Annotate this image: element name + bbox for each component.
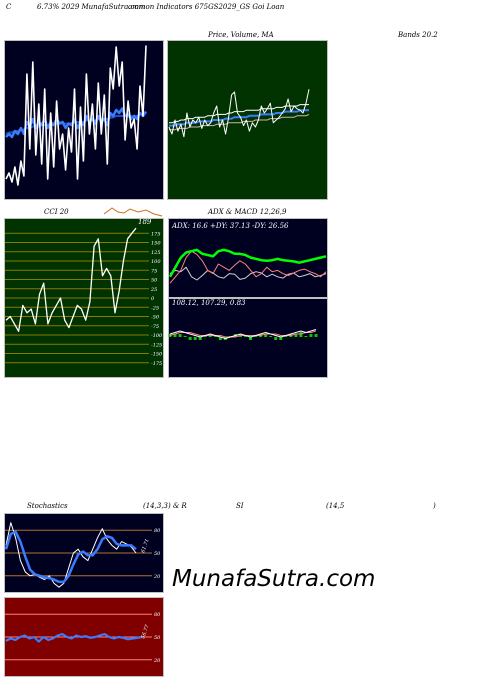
adx-panel: ADX: 16.6 +DY: 37.13 -DY: 26.56 bbox=[168, 218, 328, 298]
rsi-tick-label: 20 bbox=[153, 658, 161, 664]
watermark: MunafaSutra.com bbox=[172, 566, 376, 592]
cci-tick-label: 100 bbox=[151, 259, 161, 265]
si-label: SI bbox=[236, 502, 244, 510]
lower-band-line bbox=[169, 113, 310, 131]
price-chart bbox=[4, 40, 164, 200]
price-ma-label: Price, Volume, MA bbox=[208, 31, 274, 39]
adx-macd-label: ADX & MACD 12,26,9 bbox=[208, 208, 287, 216]
macd-histogram-bar bbox=[183, 336, 187, 337]
cci-tick-label: -175 bbox=[151, 361, 162, 367]
stoch-tick-label: 50 bbox=[154, 551, 161, 557]
macd-histogram-bar bbox=[249, 337, 253, 340]
bands-label: Bands 20.2 bbox=[398, 31, 438, 39]
macd-readout: 108.12, 107.29, 0.83 bbox=[172, 299, 246, 307]
bands-bg bbox=[167, 40, 328, 200]
stoch-panel: 80 50 20 61.71 bbox=[4, 513, 164, 593]
rsi-chart: 80 50 20 56.77 bbox=[4, 597, 164, 677]
macd-panel: 108.12, 107.29, 0.83 bbox=[168, 298, 328, 378]
macd-histogram-bar bbox=[193, 337, 197, 340]
rsi-line bbox=[5, 632, 143, 643]
macd-histogram-bar bbox=[218, 337, 222, 340]
stoch-d-line bbox=[4, 530, 137, 584]
cci-tick-label: -25 bbox=[151, 305, 159, 311]
macd-histogram-bar bbox=[269, 336, 273, 337]
macd-histogram-bar bbox=[264, 334, 268, 337]
bands-panel bbox=[167, 40, 328, 200]
adx-chart: ADX: 16.6 +DY: 37.13 -DY: 26.56 bbox=[168, 218, 328, 298]
cci-label: CCI 20 bbox=[44, 208, 69, 216]
stoch-tick-label: 20 bbox=[153, 574, 161, 580]
price-panel bbox=[4, 40, 164, 200]
macd-histogram-bar bbox=[254, 336, 258, 337]
macd-line bbox=[169, 329, 317, 339]
macd-histogram-bar bbox=[178, 334, 182, 337]
close-line bbox=[5, 45, 147, 186]
macd-histogram-bar bbox=[274, 337, 278, 340]
stoch-label: Stochastics bbox=[27, 502, 68, 510]
adx-line bbox=[168, 248, 327, 278]
macd-chart: 108.12, 107.29, 0.83 bbox=[168, 298, 328, 378]
stoch-tick-label: 80 bbox=[154, 528, 161, 534]
cci-tick-label: 50 bbox=[151, 278, 158, 284]
cci-line bbox=[5, 227, 137, 332]
cci-tick-label: 0 bbox=[151, 296, 155, 302]
cci-top-line bbox=[104, 207, 163, 217]
cci-tick-label: -150 bbox=[151, 352, 163, 358]
macd-histogram-bar bbox=[213, 336, 217, 337]
rsi-last-value: 56.77 bbox=[140, 623, 151, 639]
macd-histogram-bar bbox=[279, 337, 283, 340]
cci-tick-label: 25 bbox=[150, 287, 157, 293]
cci-tick-label: -75 bbox=[151, 324, 159, 330]
stoch-k-line bbox=[5, 522, 137, 588]
macd-histogram-bar bbox=[203, 336, 207, 337]
macd-histogram-bar bbox=[314, 334, 318, 337]
rsi-panel: 80 50 20 56.77 bbox=[4, 597, 164, 677]
adx-bg bbox=[168, 218, 328, 298]
macd-histogram-bar bbox=[244, 336, 248, 337]
cci-panel: 175 150 125 100 75 50 25 0 -25 -50 -75 -100 -125 -150… bbox=[4, 218, 164, 378]
cci-chart: 175 150 125 100 75 50 25 0 -25 -50 -75 -100 -125 -150… bbox=[4, 218, 164, 378]
adx-readout: ADX: 16.6 +DY: 37.13 -DY: 26.56 bbox=[171, 222, 289, 230]
stoch-params-label: (14,3,3) & R bbox=[143, 502, 187, 510]
cci-tick-label: -100 bbox=[151, 333, 163, 339]
cci-tick-label: 150 bbox=[151, 241, 161, 247]
middle-band-line bbox=[169, 109, 309, 127]
cci-tick-label: 125 bbox=[151, 250, 161, 256]
rsi-params-label: (14,5 bbox=[326, 502, 345, 510]
rsi-tick-label: 50 bbox=[154, 635, 161, 641]
bands-close-line bbox=[168, 89, 310, 138]
macd-histogram-bar bbox=[173, 334, 177, 337]
header-change: 6.73% 2029 MunafaSutra.com bbox=[37, 3, 146, 11]
stoch-chart: 80 50 20 61.71 bbox=[4, 513, 164, 593]
plus-dy-line bbox=[169, 250, 327, 284]
cci-last-value: 189 bbox=[138, 218, 152, 226]
macd-signal-line bbox=[169, 330, 317, 338]
cci-tick-label: -125 bbox=[151, 342, 162, 348]
macd-histogram-bar bbox=[284, 336, 288, 337]
cci-tick-label: 175 bbox=[151, 231, 161, 237]
macd-histogram-bar bbox=[198, 337, 202, 340]
macd-bg bbox=[168, 298, 328, 378]
stoch-last-value: 61.71 bbox=[140, 538, 151, 554]
rsi-tick-label: 80 bbox=[154, 612, 161, 618]
header-indicators: ommon Indicators 675GS2029_GS Goi Loan bbox=[128, 3, 285, 11]
macd-histogram-bar bbox=[294, 334, 298, 337]
minus-dy-line bbox=[169, 266, 327, 281]
cci-top-line-path bbox=[104, 207, 163, 217]
macd-histogram-bar bbox=[309, 334, 313, 337]
header-left: C bbox=[6, 3, 12, 11]
cci-tick-label: 75 bbox=[151, 268, 157, 274]
macd-histogram-bar bbox=[304, 336, 308, 337]
paren-label: ) bbox=[433, 502, 436, 510]
cci-tick-label: -50 bbox=[151, 315, 160, 321]
macd-histogram-bar bbox=[188, 337, 192, 340]
bands-chart bbox=[167, 40, 328, 200]
